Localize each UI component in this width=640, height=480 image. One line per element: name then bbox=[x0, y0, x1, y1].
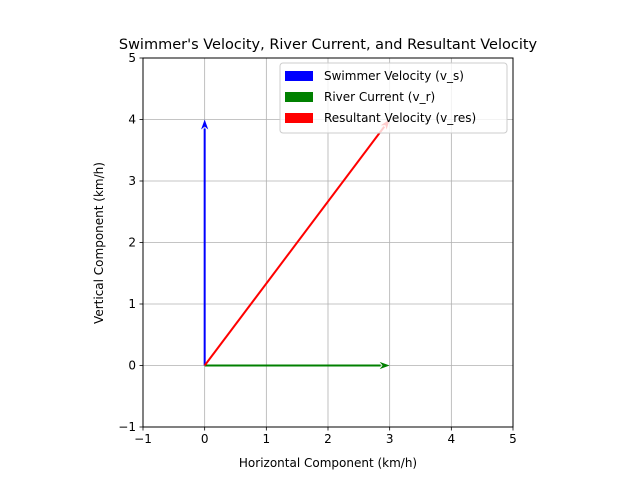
arrow-head bbox=[379, 361, 390, 370]
x-tick-label: 0 bbox=[201, 432, 209, 446]
y-tick-label: 0 bbox=[128, 359, 136, 373]
x-tick-label: 2 bbox=[324, 432, 332, 446]
y-tick-label: 4 bbox=[128, 113, 136, 127]
legend-frame bbox=[279, 62, 508, 134]
y-tick-label: 2 bbox=[128, 236, 136, 250]
legend-swatch-resultant bbox=[285, 113, 313, 123]
x-tick-label: 4 bbox=[448, 432, 456, 446]
legend-swatch-river bbox=[285, 92, 313, 102]
x-tick-label: 5 bbox=[509, 432, 517, 446]
y-tick-label: 3 bbox=[128, 174, 136, 188]
x-axis-label: Horizontal Component (km/h) bbox=[239, 456, 417, 470]
vector-arrows bbox=[201, 119, 390, 370]
y-tick-label: 5 bbox=[128, 51, 136, 65]
river-current-arrow bbox=[204, 361, 390, 370]
legend: Swimmer Velocity (v_s) River Current (v_… bbox=[279, 62, 508, 134]
legend-label-resultant: Resultant Velocity (v_res) bbox=[324, 111, 476, 125]
y-tick-label: −1 bbox=[118, 420, 136, 434]
legend-label-river: River Current (v_r) bbox=[324, 90, 435, 104]
x-tick-label: 3 bbox=[386, 432, 394, 446]
x-tick-label: −1 bbox=[134, 432, 152, 446]
y-tick-label: 1 bbox=[128, 297, 136, 311]
arrow-head bbox=[201, 119, 209, 130]
axis-ticks: −1 0 1 2 3 4 5 −1 0 1 2 3 4 5 bbox=[118, 51, 517, 446]
legend-label-swimmer: Swimmer Velocity (v_s) bbox=[324, 69, 464, 83]
x-tick-label: 1 bbox=[263, 432, 271, 446]
y-axis-label: Vertical Component (km/h) bbox=[92, 162, 106, 324]
arrow-shaft bbox=[203, 126, 386, 367]
swimmer-velocity-arrow bbox=[201, 119, 209, 366]
legend-swatch-swimmer bbox=[285, 71, 313, 81]
chart-title: Swimmer's Velocity, River Current, and R… bbox=[119, 37, 538, 53]
